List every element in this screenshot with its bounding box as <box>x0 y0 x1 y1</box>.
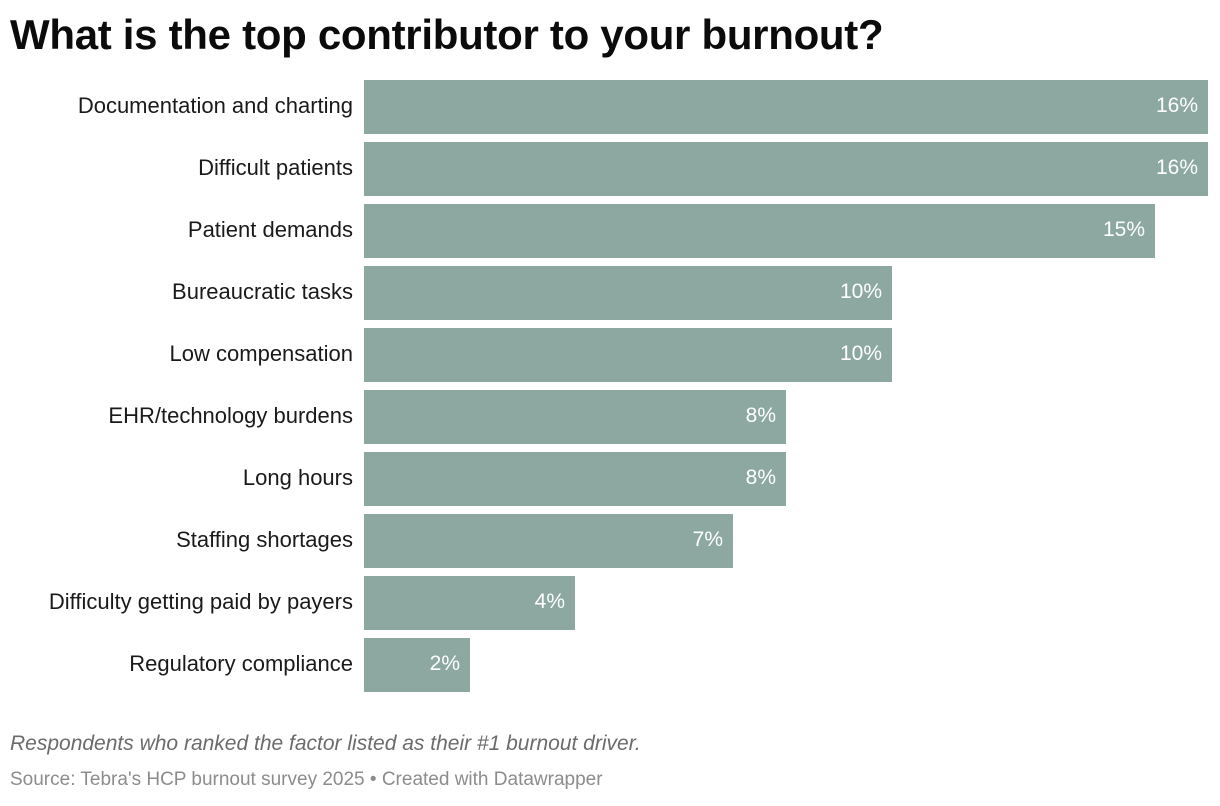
bar: 10% <box>364 328 892 382</box>
category-label: EHR/technology burdens <box>108 403 353 428</box>
category-label: Difficulty getting paid by payers <box>48 589 353 614</box>
bar: 8% <box>364 390 786 444</box>
category-label: Low compensation <box>169 341 353 366</box>
bar-row: EHR/technology burdens 8% <box>0 390 1220 444</box>
bar-value-label: 8% <box>745 466 776 489</box>
bar: 10% <box>364 266 892 320</box>
bar-value-label: 8% <box>745 404 776 427</box>
chart-title: What is the top contributor to your burn… <box>10 11 884 58</box>
bar-row: Patient demands 15% <box>0 204 1220 258</box>
category-label: Patient demands <box>187 217 353 242</box>
chart-description: Respondents who ranked the factor listed… <box>10 732 641 755</box>
bar-value-label: 16% <box>1155 156 1198 179</box>
bar-row: Documentation and charting 16% <box>0 80 1220 134</box>
category-label: Documentation and charting <box>77 93 353 118</box>
bar: 16% <box>364 142 1208 196</box>
bar-value-label: 4% <box>534 590 565 613</box>
bar-row: Bureaucratic tasks 10% <box>0 266 1220 320</box>
category-label: Long hours <box>242 465 353 490</box>
bar-row: Staffing shortages 7% <box>0 514 1220 568</box>
bar-row: Difficult patients 16% <box>0 142 1220 196</box>
bar-value-label: 16% <box>1155 94 1198 117</box>
bar-value-label: 15% <box>1102 218 1145 241</box>
category-label: Bureaucratic tasks <box>172 279 353 304</box>
bar-value-label: 7% <box>692 528 723 551</box>
bar-row: Low compensation 10% <box>0 328 1220 382</box>
category-label: Regulatory compliance <box>129 651 353 676</box>
bar: 15% <box>364 204 1155 258</box>
category-label: Staffing shortages <box>176 527 353 552</box>
bar-value-label: 10% <box>839 280 882 303</box>
chart-source: Source: Tebra's HCP burnout survey 2025 … <box>10 769 603 790</box>
bar-row: Long hours 8% <box>0 452 1220 506</box>
bar-value-label: 10% <box>839 342 882 365</box>
category-label: Difficult patients <box>198 155 353 180</box>
bar: 7% <box>364 514 733 568</box>
bar-row: Difficulty getting paid by payers 4% <box>0 576 1220 630</box>
bar: 8% <box>364 452 786 506</box>
bar: 4% <box>364 576 575 630</box>
bar-row: Regulatory compliance 2% <box>0 638 1220 692</box>
bar: 2% <box>364 638 470 692</box>
bar-chart: Documentation and charting 16% Difficult p… <box>0 80 1220 700</box>
bar: 16% <box>364 80 1208 134</box>
bar-value-label: 2% <box>429 652 460 675</box>
